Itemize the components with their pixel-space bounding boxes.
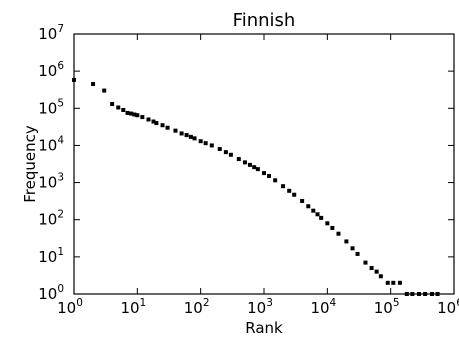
data-point (151, 119, 156, 124)
y-tick-label: 104 (38, 134, 64, 154)
data-point (179, 131, 184, 136)
y-tick-label: 103 (38, 172, 64, 192)
data-point (315, 212, 320, 217)
x-tick-label: 100 (57, 297, 83, 317)
data-point (198, 139, 203, 144)
data-point (391, 280, 396, 285)
y-axis-label: Frequency (21, 125, 39, 203)
y-tick-label: 100 (38, 283, 64, 303)
data-point (378, 274, 383, 279)
data-point (140, 115, 145, 120)
data-point (121, 107, 126, 112)
data-point (110, 102, 115, 107)
data-point (306, 204, 311, 209)
data-point (223, 150, 228, 155)
data-point (209, 143, 214, 148)
data-point (292, 192, 297, 197)
y-tick-label: 101 (38, 246, 64, 266)
data-point (374, 269, 379, 274)
data-point (281, 184, 286, 189)
data-point (300, 198, 305, 203)
data-point (355, 251, 360, 256)
x-tick-label: 102 (184, 297, 210, 317)
data-point (217, 147, 222, 152)
y-tick-label: 105 (38, 97, 64, 117)
y-tick-label: 107 (38, 23, 64, 43)
data-point (192, 136, 197, 141)
data-point (369, 266, 374, 271)
data-point (336, 231, 341, 236)
data-point (228, 152, 233, 157)
data-point (242, 160, 247, 165)
data-point (135, 113, 140, 118)
data-point (330, 225, 335, 230)
y-axis-ticks: 100 101 102 103 104 105 106 107 (38, 23, 454, 303)
x-axis-label: Rank (245, 319, 283, 337)
data-point (267, 174, 272, 179)
data-point (165, 125, 170, 130)
data-point (363, 260, 368, 265)
data-point (252, 165, 257, 170)
x-tick-label: 104 (310, 297, 336, 317)
data-point (262, 171, 266, 176)
chart-title: Finnish (233, 10, 296, 31)
data-point (102, 88, 107, 93)
data-point (173, 128, 178, 133)
data-point (311, 208, 316, 213)
data-point (287, 188, 292, 193)
data-point (344, 239, 349, 244)
data-point (236, 157, 241, 162)
x-tick-label: 105 (374, 297, 400, 317)
data-point (154, 121, 159, 126)
data-point (91, 82, 96, 87)
x-tick-label: 103 (247, 297, 273, 317)
y-tick-label: 106 (38, 60, 64, 80)
data-point (129, 111, 134, 116)
plot-frame (73, 33, 455, 295)
data-point (350, 246, 355, 251)
x-axis-ticks: 100 101 102 103 104 105 106 (57, 34, 459, 317)
data-point (146, 117, 151, 122)
data-point (188, 134, 193, 139)
x-tick-label: 101 (120, 297, 146, 317)
data-point (203, 141, 208, 146)
data-point (184, 133, 189, 138)
data-point (273, 178, 278, 183)
data-point (385, 280, 390, 285)
y-tick-label: 102 (38, 209, 64, 229)
data-point (247, 162, 252, 167)
data-point (125, 110, 130, 115)
data-point (132, 112, 137, 117)
data-point (319, 215, 324, 220)
data-point (397, 280, 402, 285)
data-point (325, 221, 330, 226)
x-tick-label: 106 (437, 297, 459, 317)
data-point (255, 167, 260, 172)
data-point (116, 105, 121, 110)
data-point (160, 123, 165, 128)
